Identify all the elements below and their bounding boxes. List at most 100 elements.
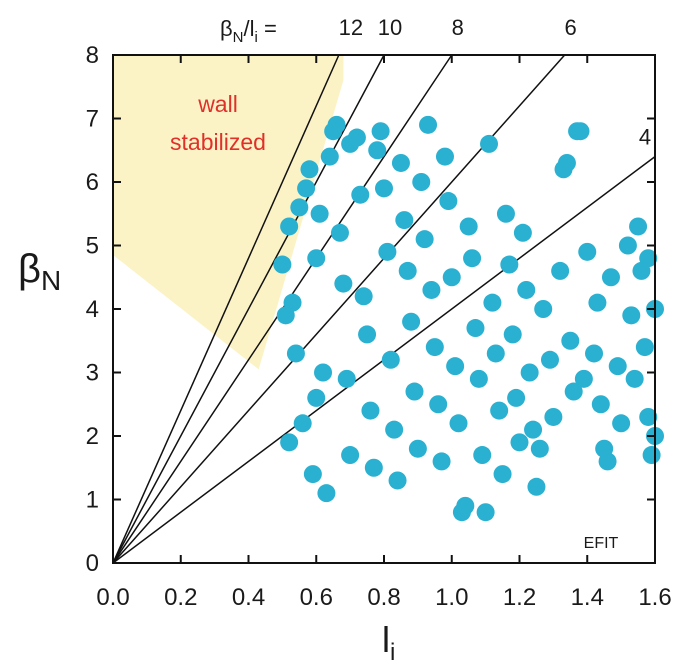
data-point <box>405 382 424 401</box>
x-tick-label: 0.4 <box>232 584 265 611</box>
data-point <box>585 344 604 363</box>
x-tick-label: 0.6 <box>300 584 333 611</box>
data-point <box>341 446 360 465</box>
data-point <box>286 344 305 363</box>
data-point <box>486 344 505 363</box>
data-point <box>320 147 339 166</box>
data-point <box>490 401 509 420</box>
y-tick-label: 6 <box>86 169 99 196</box>
ratio-equals: = <box>258 16 277 41</box>
data-point <box>480 134 499 153</box>
data-point <box>544 407 563 426</box>
data-point <box>314 363 333 382</box>
y-tick-label: 5 <box>86 233 99 260</box>
data-point <box>517 280 536 299</box>
x-tick-label: 0.0 <box>96 584 129 611</box>
data-point <box>622 306 641 325</box>
wall-stabilized-region <box>113 55 344 370</box>
data-point <box>496 204 515 223</box>
data-point <box>540 350 559 369</box>
data-point <box>388 471 407 490</box>
data-point <box>513 223 532 242</box>
data-point <box>310 204 329 223</box>
data-points-layer <box>273 115 664 522</box>
data-point <box>463 249 482 268</box>
data-point <box>395 211 414 230</box>
data-point <box>449 414 468 433</box>
y-tick-label: 8 <box>86 42 99 69</box>
data-point <box>629 217 648 236</box>
data-point <box>456 496 475 515</box>
ticks-layer: 0.0 0.2 0.4 0.6 0.8 1.0 1.2 1.4 1.6 0 1 2 3 4 5 6 7 8 <box>86 42 672 611</box>
data-point <box>297 179 316 198</box>
data-point <box>591 395 610 414</box>
ratio-line-label-4: 4 <box>639 125 651 150</box>
ratio-line-label-6: 6 <box>565 15 577 40</box>
ratio-middle: /l <box>244 16 255 41</box>
ratio-line-12 <box>112 54 340 564</box>
data-point <box>358 325 377 344</box>
data-point <box>459 217 478 236</box>
x-axis-label-main: l <box>382 619 390 660</box>
data-point <box>402 312 421 331</box>
svg-text:βN: βN <box>18 247 61 296</box>
data-point <box>625 369 644 388</box>
data-point <box>303 465 322 484</box>
data-point <box>371 122 390 141</box>
data-point <box>419 115 438 134</box>
data-point <box>408 439 427 458</box>
y-tick-label: 3 <box>86 360 99 387</box>
data-point <box>273 255 292 274</box>
data-point <box>476 503 495 522</box>
data-point <box>469 369 488 388</box>
data-point <box>293 414 312 433</box>
data-point <box>280 217 299 236</box>
x-tick-label: 1.2 <box>503 584 536 611</box>
data-point <box>378 242 397 261</box>
data-point <box>507 388 526 407</box>
data-point <box>578 242 597 261</box>
data-point <box>361 401 380 420</box>
x-tick-label: 0.8 <box>367 584 400 611</box>
data-point <box>574 369 593 388</box>
data-point <box>351 185 370 204</box>
data-point <box>425 338 444 357</box>
data-point <box>381 350 400 369</box>
data-point <box>612 414 631 433</box>
data-point <box>337 369 356 388</box>
data-point <box>280 433 299 452</box>
y-axis-label-main: β <box>18 247 41 291</box>
x-tick-label: 1.4 <box>571 584 604 611</box>
labels-layer: 12 10 8 6 4 <box>339 15 652 150</box>
data-point <box>364 458 383 477</box>
data-point <box>442 268 461 287</box>
data-point <box>561 331 580 350</box>
efit-annotation: EFIT <box>584 535 619 552</box>
data-point <box>375 179 393 198</box>
data-point <box>391 153 410 172</box>
data-point <box>385 420 404 439</box>
data-point <box>300 160 319 179</box>
data-point <box>368 141 387 160</box>
data-point <box>435 147 454 166</box>
data-point <box>588 293 607 312</box>
data-point <box>307 249 326 268</box>
data-point <box>354 287 373 306</box>
ratio-prefix-sub: N <box>233 29 244 46</box>
data-point <box>347 128 366 147</box>
data-point <box>510 433 529 452</box>
data-point <box>398 261 417 280</box>
data-point <box>520 363 539 382</box>
y-tick-label: 4 <box>86 296 99 323</box>
data-point <box>534 300 553 318</box>
ratio-prefix: β <box>220 16 233 41</box>
ratio-line-label-12: 12 <box>339 15 363 40</box>
data-point <box>412 173 431 191</box>
data-point <box>330 223 349 242</box>
y-tick-label: 7 <box>86 106 99 133</box>
y-axis-label: βN <box>18 247 61 296</box>
data-point <box>571 122 590 141</box>
x-axis-label: li <box>382 619 395 665</box>
y-tick-label: 1 <box>86 487 99 514</box>
